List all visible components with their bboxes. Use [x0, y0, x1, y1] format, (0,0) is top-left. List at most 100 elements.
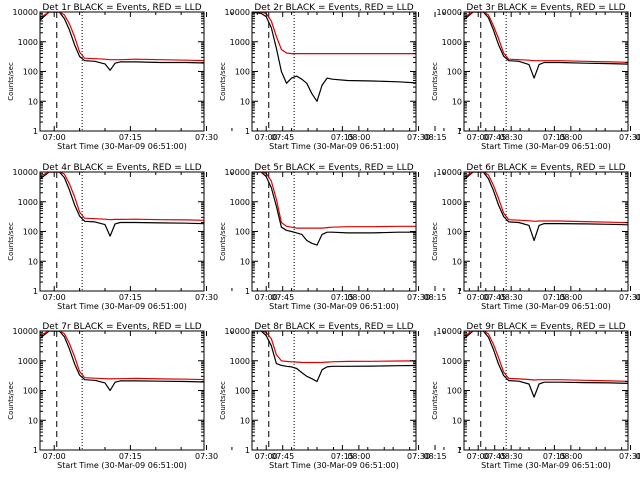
series-line-events	[252, 172, 416, 246]
x-tick-label: 07:15	[119, 133, 142, 142]
panel-det-4: Det 4r BLACK = Events, RED = LLD11010010…	[7, 163, 523, 311]
y-tick-label: 10	[240, 97, 250, 106]
x-axis-title: Start Time (30-Mar-09 06:51:00)	[481, 302, 611, 311]
panel-det-5: Det 5r BLACK = Events, RED = LLD11010010…	[219, 163, 640, 311]
y-tick-label: 10000	[437, 168, 462, 177]
y-axis-title: Counts/sec	[7, 62, 15, 101]
y-axis-title: Counts/sec	[431, 381, 439, 420]
y-tick-label: 1000	[442, 198, 462, 207]
x-tick-label: 07:45	[483, 293, 506, 302]
y-tick-label: 10000	[225, 8, 250, 17]
x-tick-label: 07:45	[271, 452, 294, 461]
series-line-lld	[40, 331, 204, 381]
x-tick-label: 07:30	[195, 133, 218, 142]
panel-title: Det 4r BLACK = Events, RED = LLD	[42, 163, 201, 173]
x-tick-label: 07:45	[483, 452, 506, 461]
y-tick-label: 10	[452, 416, 462, 425]
panel-det-6: Det 6r BLACK = Events, RED = LLD 1 10 100 10…	[431, 163, 640, 311]
y-tick-label: 1	[33, 446, 38, 455]
x-tick-label: 07:30	[407, 293, 430, 302]
x-axis-title: Start Time (30-Mar-09 06:51:00)	[481, 461, 611, 470]
y-tick-label: 1	[457, 446, 462, 455]
x-tick-label: 07:00	[43, 293, 66, 302]
y-axis-title: Counts/sec	[219, 381, 227, 420]
x-tick-label: 08:15	[635, 452, 640, 461]
y-tick-label: 1000	[18, 198, 38, 207]
y-tick-label: 1	[245, 446, 250, 455]
y-tick-label: 1	[33, 287, 38, 296]
y-tick-label: 100	[447, 387, 462, 396]
x-tick-label: 08:00	[347, 452, 370, 461]
y-axis-title: Counts/sec	[431, 222, 439, 261]
y-tick-label: 10000	[13, 168, 38, 177]
x-tick-label: 07:30	[407, 452, 430, 461]
x-tick-label: 07:00	[43, 133, 66, 142]
x-tick-label: 08:00	[347, 293, 370, 302]
x-tick-label: 07:30	[619, 133, 640, 142]
x-tick-label: 08:30	[500, 293, 523, 302]
y-axis-title: Counts/sec	[219, 222, 227, 261]
y-tick-label: 10000	[13, 327, 38, 336]
y-tick-label: 10000	[437, 327, 462, 336]
panel-det-8: Det 8r BLACK = Events, RED = LLD11010010…	[219, 322, 640, 470]
x-tick-label: 08:00	[559, 452, 582, 461]
y-tick-label: 10	[240, 416, 250, 425]
plot-frame	[251, 171, 417, 292]
x-tick-label: 08:15	[635, 293, 640, 302]
y-tick-label: 100	[447, 68, 462, 77]
plot-area	[40, 12, 204, 131]
x-tick-label: 07:00	[255, 452, 278, 461]
y-tick-label: 1000	[230, 357, 250, 366]
series-line-events	[252, 12, 416, 102]
y-tick-label: 1000	[442, 38, 462, 47]
plot-frame	[251, 11, 417, 132]
y-axis-title: Counts/sec	[431, 62, 439, 101]
series-line-events	[40, 12, 204, 71]
y-tick-label: 10	[452, 257, 462, 266]
series-line-events	[40, 331, 204, 392]
y-tick-label: 1	[457, 287, 462, 296]
plot-area	[252, 12, 416, 131]
x-axis-title: Start Time (30-Mar-09 06:51:00)	[57, 302, 187, 311]
panel-title: Det 9r BLACK = Events, RED = LLD	[466, 322, 625, 332]
x-tick-label: 07:30	[619, 293, 640, 302]
y-axis-title: Counts/sec	[7, 222, 15, 261]
plot-area	[40, 331, 204, 450]
x-tick-label: 07:30	[195, 293, 218, 302]
plot-frame	[39, 171, 205, 292]
plot-frame	[463, 11, 629, 132]
panel-title: Det 5r BLACK = Events, RED = LLD	[254, 163, 413, 173]
x-tick-label: 07:15	[543, 452, 566, 461]
y-tick-label: 1000	[230, 198, 250, 207]
x-tick-label: 08:15	[423, 452, 446, 461]
y-tick-label: 1	[245, 127, 250, 136]
x-tick-label: 08:15	[423, 293, 446, 302]
y-tick-label: 10	[28, 257, 38, 266]
y-tick-label: 100	[23, 387, 38, 396]
x-axis-title: Start Time (30-Mar-09 06:51:00)	[481, 142, 611, 151]
y-tick-label: 10000	[225, 168, 250, 177]
y-tick-label: 10	[452, 97, 462, 106]
plot-area	[252, 172, 416, 291]
x-tick-label: 07:15	[331, 293, 354, 302]
y-tick-label: 100	[23, 68, 38, 77]
x-axis-title: Start Time (30-Mar-09 06:51:00)	[269, 142, 399, 151]
y-axis-title: Counts/sec	[7, 381, 15, 420]
x-tick-label: 07:00	[467, 452, 490, 461]
y-tick-label: 100	[23, 228, 38, 237]
y-tick-label: 1	[33, 127, 38, 136]
x-tick-label: 07:15	[119, 293, 142, 302]
x-tick-label: 07:45	[483, 133, 506, 142]
y-tick-label: 10000	[437, 8, 462, 17]
x-axis-title: Start Time (30-Mar-09 06:51:00)	[269, 461, 399, 470]
y-tick-label: 10	[240, 257, 250, 266]
y-tick-label: 1	[245, 287, 250, 296]
series-line-lld	[252, 331, 416, 364]
x-axis-title: Start Time (30-Mar-09 06:51:00)	[57, 461, 187, 470]
y-tick-label: 10	[28, 97, 38, 106]
panel-title: Det 2r BLACK = Events, RED = LLD	[254, 3, 413, 13]
y-axis-title: Counts/sec	[219, 62, 227, 101]
x-tick-label: 08:00	[559, 133, 582, 142]
y-tick-label: 1000	[442, 357, 462, 366]
